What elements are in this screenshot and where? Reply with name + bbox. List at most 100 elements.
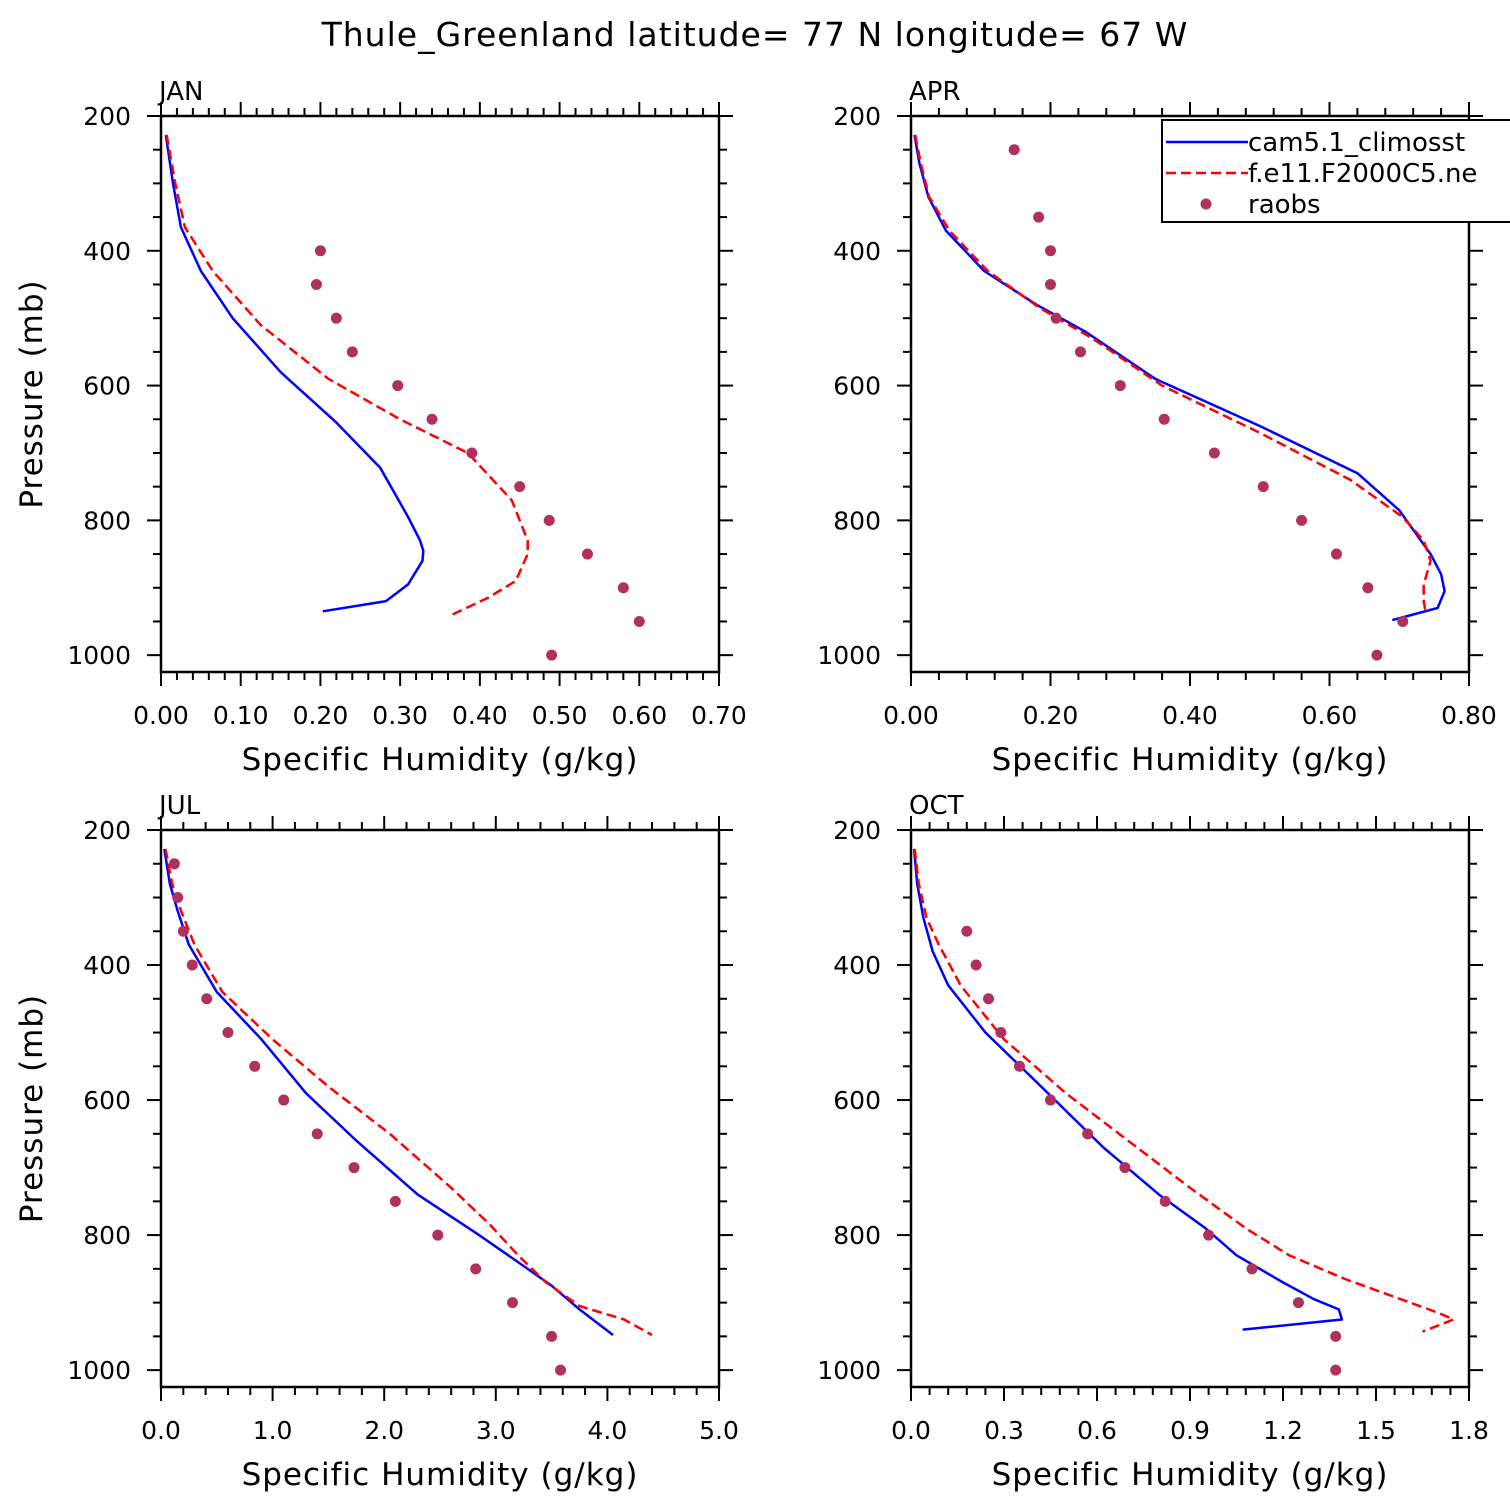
plot-frame: [159, 114, 721, 674]
x-tick-label: 0.60: [1302, 701, 1358, 730]
series-line-f-e11: [165, 134, 529, 616]
series-raobs: [168, 858, 567, 1376]
raobs-point: [310, 278, 322, 290]
legend-marker-dot: [1200, 198, 1212, 210]
x-tick-label: 0.20: [293, 701, 349, 730]
legend-label: f.e11.F2000C5.ne: [1248, 159, 1477, 189]
series-line-cam5: [913, 134, 1446, 622]
raobs-point: [995, 1027, 1007, 1039]
raobs-point: [470, 1263, 482, 1275]
raobs-point: [581, 548, 593, 560]
raobs-point: [1330, 548, 1342, 560]
raobs-point: [1246, 1263, 1258, 1275]
raobs-point: [983, 993, 994, 1005]
x-tick-label: 1.8: [1449, 1416, 1489, 1445]
chart-panel-apr: APR 0.00 0.20 0.40 0.60 0.80 200 400 600 800 1000 S…: [817, 77, 1510, 778]
raobs-point: [1045, 1094, 1056, 1106]
raobs-point: [1119, 1162, 1131, 1174]
series-line-cam5: [912, 848, 1344, 1331]
y-tick-label: 600: [83, 1086, 131, 1115]
series-raobs: [1008, 144, 1409, 661]
raobs-point: [1045, 278, 1056, 290]
figure-title: Thule_Greenland latitude= 77 N longitude…: [321, 15, 1189, 54]
x-tick-label: 0.60: [611, 701, 667, 730]
y-tick-label: 600: [83, 372, 131, 401]
x-tick-label: 1.0: [253, 1416, 293, 1445]
raobs-point: [1082, 1128, 1094, 1140]
raobs-point: [543, 514, 555, 526]
x-tick-label: 5.0: [699, 1416, 739, 1445]
y-tick-label: 400: [833, 951, 881, 980]
x-tick-label: 0.10: [213, 701, 269, 730]
series-line-f-e11: [164, 848, 653, 1337]
x-tick-label: 0.0: [891, 1416, 931, 1445]
series-line-f-e11: [913, 134, 1432, 614]
y-tick-label: 800: [83, 506, 131, 535]
raobs-point: [1362, 582, 1374, 594]
y-tick-label: 800: [833, 506, 881, 535]
raobs-point: [314, 245, 326, 257]
y-tick-label: 1000: [817, 1356, 881, 1385]
x-tick-label: 0.50: [532, 701, 588, 730]
raobs-point: [222, 1027, 234, 1039]
x-axis-label: Specific Humidity (g/kg): [992, 1457, 1389, 1493]
x-tick-label: 3.0: [476, 1416, 516, 1445]
x-tick-label: 0.9: [1170, 1416, 1210, 1445]
series-line-f-e11: [913, 848, 1455, 1333]
raobs-point: [1208, 447, 1220, 459]
y-tick-label: 600: [833, 372, 881, 401]
x-axis-label: Specific Humidity (g/kg): [242, 1457, 639, 1493]
raobs-point: [177, 925, 189, 937]
x-tick-label: 0.20: [1023, 701, 1079, 730]
x-tick-label: 0.40: [452, 701, 508, 730]
raobs-point: [426, 413, 438, 425]
raobs-point: [1330, 1330, 1342, 1342]
raobs-point: [346, 346, 358, 358]
raobs-point: [961, 925, 973, 937]
raobs-point: [1014, 1060, 1025, 1072]
raobs-point: [1371, 649, 1383, 661]
raobs-point: [278, 1094, 290, 1106]
y-axis-label: Pressure (mb): [14, 994, 50, 1223]
series-raobs: [961, 925, 1342, 1376]
raobs-point: [507, 1297, 519, 1309]
chart-panel-oct: OCT 0.0 0.3 0.6 0.9 1.2 1.5 1.8 200 400 600 800 1000…: [817, 791, 1489, 1493]
raobs-point: [330, 312, 342, 324]
x-tick-label: 0.00: [883, 701, 939, 730]
x-tick-label: 0.3: [984, 1416, 1024, 1445]
y-tick-label: 800: [833, 1221, 881, 1250]
raobs-point: [432, 1229, 444, 1241]
x-tick-label: 0.80: [1441, 701, 1497, 730]
chart-panel-jul: JUL 0.0 1.0 2.0 3.0 4.0 5.0 200 400 600 800 1000 Spe…: [14, 791, 739, 1493]
raobs-point: [348, 1162, 360, 1174]
y-tick-label: 200: [83, 816, 131, 845]
legend-box: [1161, 119, 1510, 223]
y-tick-label: 1000: [67, 1356, 131, 1385]
raobs-point: [555, 1364, 567, 1376]
raobs-point: [1293, 1297, 1304, 1309]
x-tick-label: 0.70: [691, 701, 747, 730]
raobs-point: [546, 1330, 558, 1342]
y-axis-label: Pressure (mb): [14, 279, 50, 508]
x-tick-label: 0.40: [1162, 701, 1218, 730]
x-axis-label: Specific Humidity (g/kg): [242, 742, 639, 778]
raobs-point: [1045, 245, 1056, 257]
raobs-point: [1074, 346, 1086, 358]
legend-label: raobs: [1248, 190, 1321, 220]
y-tick-label: 1000: [67, 641, 131, 670]
y-tick-label: 400: [833, 237, 881, 266]
y-tick-label: 800: [83, 1221, 131, 1250]
raobs-point: [249, 1060, 261, 1072]
y-tick-label: 600: [833, 1086, 881, 1115]
y-tick-label: 200: [833, 816, 881, 845]
y-tick-label: 400: [83, 951, 131, 980]
chart-panel-jan: JAN 0.00 0.10 0.20 0.30 0.40 0.50 0.60 0.70 200 40…: [14, 77, 747, 778]
raobs-point: [633, 615, 645, 627]
raobs-point: [1033, 211, 1045, 223]
raobs-point: [1050, 312, 1062, 324]
raobs-point: [172, 892, 184, 904]
raobs-point: [466, 447, 478, 459]
y-tick-label: 1000: [817, 641, 881, 670]
raobs-point: [1159, 1195, 1171, 1207]
x-tick-label: 0.0: [141, 1416, 181, 1445]
